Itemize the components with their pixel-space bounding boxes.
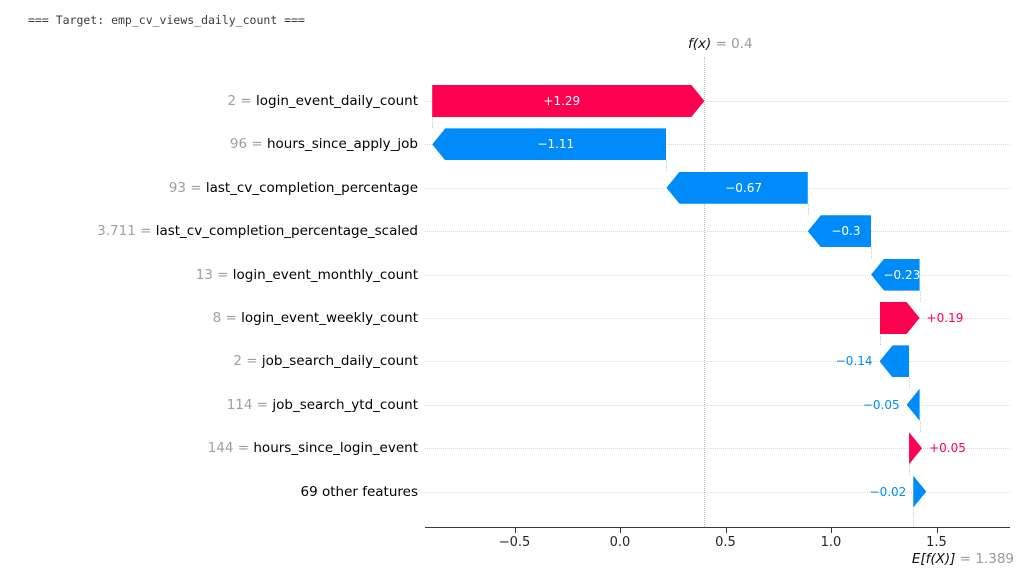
feature-value-prefix: 144 = (207, 440, 254, 457)
feature-name: last_cv_completion_percentage_scaled (155, 223, 418, 240)
shap-bar-negative (906, 388, 920, 421)
feature-value-prefix: 3.711 = (97, 223, 156, 240)
feature-label: 114 = job_search_ytd_count (0, 395, 418, 415)
waterfall-connector-dotted (919, 290, 921, 302)
shap-value-label: +0.19 (926, 311, 964, 325)
shap-value-label: −0.05 (862, 397, 900, 412)
feature-label: 13 = login_event_monthly_count (0, 265, 418, 285)
expected-value-number: = 1.389 (955, 551, 1014, 567)
x-axis-tick (514, 528, 516, 533)
shap-value-label: −0.3 (831, 224, 861, 239)
feature-name: 69 other features (300, 483, 419, 500)
feature-label: 93 = last_cv_completion_percentage (0, 178, 418, 198)
feature-value-prefix: 2 = (227, 93, 256, 109)
feature-name: login_event_monthly_count (232, 266, 418, 283)
waterfall-connector-dotted (909, 464, 911, 476)
shap-bar-negative (913, 476, 926, 508)
feature-name: login_event_daily_count (255, 93, 418, 109)
feature-value-prefix: 93 = (168, 179, 206, 196)
x-axis-tick (936, 528, 938, 533)
feature-value-prefix: 8 = (212, 310, 242, 326)
fx-label: f(x) (688, 36, 712, 52)
shap-bar-negative (432, 128, 667, 161)
row-guide-dotted-line (425, 491, 1010, 493)
row-guide-dotted-line (425, 101, 1010, 102)
row-guide-dotted-line (425, 274, 1010, 276)
feature-name: hours_since_login_event (253, 440, 418, 457)
feature-label: 8 = login_event_weekly_count (0, 308, 418, 328)
shap-bar-positive (909, 432, 922, 464)
shap-value-label: −0.23 (883, 267, 921, 282)
row-guide-dotted-line (425, 448, 1010, 450)
waterfall-connector-dotted (871, 247, 873, 259)
feature-name: last_cv_completion_percentage (205, 179, 418, 196)
waterfall-connector-dotted (919, 420, 921, 433)
feature-value-prefix: 114 = (226, 396, 273, 413)
x-axis-tick-label: 0.0 (609, 535, 631, 550)
waterfall-connector-dotted (666, 160, 668, 172)
feature-name: hours_since_apply_job (266, 136, 418, 153)
fx-annotation: f(x) = 0.4 (688, 36, 753, 52)
waterfall-connector-dotted (807, 203, 809, 216)
shap-value-label: +1.29 (543, 94, 581, 108)
x-axis-tick (620, 528, 621, 533)
expected-value-dotted-line (913, 507, 915, 527)
waterfall-connector-dotted (879, 334, 881, 346)
shap-bar-negative (807, 215, 872, 248)
feature-name: login_event_weekly_count (241, 310, 418, 326)
row-guide-dotted-line (425, 231, 1010, 233)
shap-bar-negative (879, 345, 910, 378)
feature-value-prefix: 13 = (195, 266, 233, 283)
x-axis-tick-label: 1.5 (926, 535, 947, 550)
fx-vertical-dotted-line (704, 57, 706, 527)
shap-value-label: −1.11 (537, 137, 575, 152)
shap-value-label: −0.67 (725, 180, 762, 195)
shap-bar-positive (432, 85, 704, 117)
x-axis-tick-label: 1.0 (820, 535, 842, 550)
feature-label: 3.711 = last_cv_completion_percentage_sc… (0, 221, 418, 241)
feature-name: job_search_ytd_count (272, 396, 418, 413)
feature-name: job_search_daily_count (261, 353, 418, 370)
console-target-title: === Target: emp_cv_views_daily_count === (28, 13, 305, 27)
shap-value-label: −0.02 (869, 484, 907, 499)
waterfall-connector-dotted (909, 377, 911, 389)
x-axis-line (425, 527, 1010, 528)
shap-value-label: −0.14 (835, 354, 873, 369)
row-guide-dotted-line (425, 361, 1010, 363)
feature-label: 2 = job_search_daily_count (0, 351, 418, 371)
feature-value-prefix: 2 = (233, 353, 262, 370)
shap-value-label: +0.05 (929, 441, 966, 456)
fx-value: = 0.4 (711, 36, 753, 52)
row-guide-dotted-line (425, 404, 1010, 406)
shap-bar-positive (880, 302, 920, 334)
x-axis-tick (725, 528, 727, 533)
row-guide-dotted-line (425, 144, 1010, 146)
x-axis-tick-label: 0.5 (715, 535, 736, 550)
feature-value-prefix: 96 = (229, 136, 267, 153)
x-axis-tick (831, 528, 832, 533)
expected-value-label: E[f(X)] (911, 551, 956, 567)
feature-label: 2 = login_event_daily_count (0, 91, 419, 111)
row-guide-dotted-line (425, 318, 1010, 319)
expected-value-annotation: E[f(X)] = 1.389 (912, 551, 1014, 567)
waterfall-connector-dotted (432, 117, 434, 129)
feature-label: 96 = hours_since_apply_job (0, 134, 418, 154)
feature-label: 144 = hours_since_login_event (0, 438, 418, 458)
shap-bar-negative (666, 171, 808, 204)
x-axis-tick-label: −0.5 (498, 535, 531, 550)
feature-label: 69 other features (0, 482, 419, 502)
